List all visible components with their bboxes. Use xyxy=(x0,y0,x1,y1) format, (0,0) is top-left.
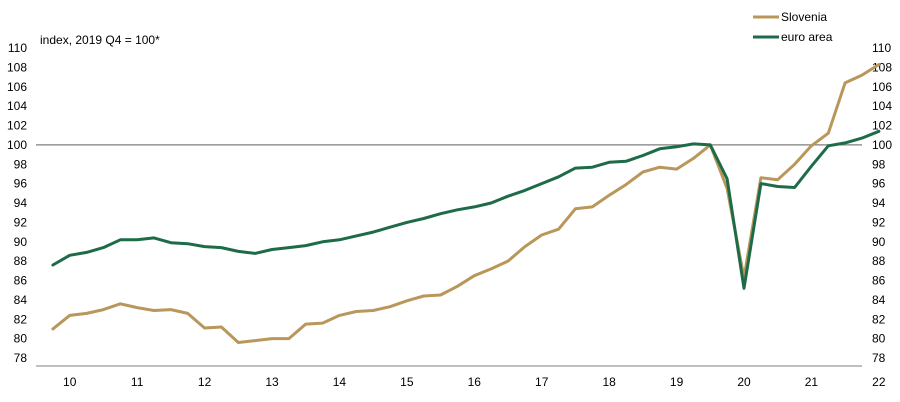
y-axis-left-tick-labels: 78 80 82 84 86 88 90 92 94 96 98 100 102 104 106 108 110 xyxy=(7,41,27,365)
x-tick-label: 16 xyxy=(468,375,482,389)
y-tick-label-right: 96 xyxy=(872,177,886,191)
y-tick-label-right: 78 xyxy=(872,351,886,365)
y-tick-label-left: 78 xyxy=(14,351,28,365)
y-tick-label-left: 82 xyxy=(14,312,28,326)
x-tick-label: 20 xyxy=(737,375,751,389)
y-tick-label-left: 94 xyxy=(14,196,28,210)
x-tick-label: 17 xyxy=(535,375,549,389)
x-tick-label: 22 xyxy=(872,375,886,389)
y-tick-label-left: 80 xyxy=(14,332,28,346)
y-tick-label-right: 82 xyxy=(872,312,886,326)
x-tick-label: 10 xyxy=(63,375,77,389)
y-tick-label-left: 96 xyxy=(14,177,28,191)
y-tick-label-left: 104 xyxy=(7,99,27,113)
legend: Slovenia euro area xyxy=(753,10,833,44)
y-tick-label-left: 108 xyxy=(7,60,27,74)
x-tick-label: 11 xyxy=(131,375,144,389)
x-tick-label: 14 xyxy=(333,375,347,389)
y-tick-label-right: 88 xyxy=(872,254,886,268)
series-line-slovenia xyxy=(51,63,881,344)
legend-label-slovenia: Slovenia xyxy=(781,10,827,24)
y-tick-label-left: 84 xyxy=(14,293,28,307)
y-tick-label-left: 110 xyxy=(8,41,27,55)
x-tick-label: 19 xyxy=(670,375,684,389)
x-tick-label: 18 xyxy=(602,375,616,389)
x-tick-label: 12 xyxy=(198,375,212,389)
y-tick-label-right: 102 xyxy=(872,119,892,133)
y-tick-label-left: 100 xyxy=(7,138,27,152)
y-tick-label-right: 100 xyxy=(872,138,892,152)
y-tick-label-left: 102 xyxy=(7,119,27,133)
y-tick-label-left: 88 xyxy=(14,254,28,268)
series-layer xyxy=(51,63,881,344)
y-tick-label-right: 98 xyxy=(872,157,886,171)
y-tick-label-right: 80 xyxy=(872,332,886,346)
y-tick-label-left: 98 xyxy=(14,157,28,171)
y-tick-label-left: 92 xyxy=(14,215,28,229)
unit-label: index, 2019 Q4 = 100* xyxy=(40,33,160,47)
y-tick-label-right: 92 xyxy=(872,215,886,229)
x-axis-tick-labels: 10 11 12 13 14 15 16 17 18 19 20 21 22 xyxy=(63,375,886,389)
y-tick-label-right: 86 xyxy=(872,274,886,288)
legend-label-euro-area: euro area xyxy=(781,30,833,44)
y-tick-label-right: 94 xyxy=(872,196,886,210)
x-tick-label: 21 xyxy=(805,375,819,389)
y-tick-label-left: 106 xyxy=(7,80,27,94)
y-tick-label-left: 86 xyxy=(14,274,28,288)
series-line-euro-area xyxy=(51,129,881,290)
y-tick-label-right: 106 xyxy=(872,80,892,94)
x-tick-label: 13 xyxy=(265,375,279,389)
x-tick-label: 15 xyxy=(400,375,414,389)
y-tick-label-right: 110 xyxy=(872,41,891,55)
y-tick-label-left: 90 xyxy=(14,235,28,249)
y-tick-label-right: 104 xyxy=(872,99,892,113)
y-tick-label-right: 90 xyxy=(872,235,886,249)
y-tick-label-right: 84 xyxy=(872,293,886,307)
